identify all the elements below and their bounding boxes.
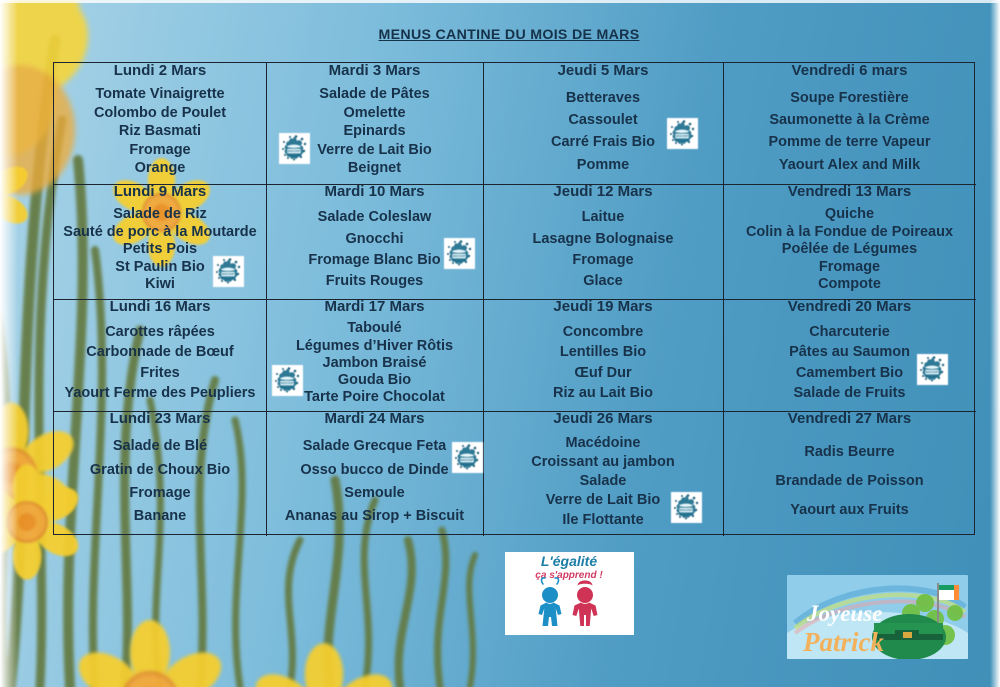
svg-text:BIOCOOP: BIOCOOP [926, 370, 939, 374]
svg-text:L'égalité: L'égalité [541, 553, 597, 569]
svg-text:BIOCOOP: BIOCOOP [281, 381, 294, 385]
svg-text:BIOCOOP: BIOCOOP [222, 272, 235, 276]
svg-text:ça s'apprend !: ça s'apprend ! [535, 570, 603, 581]
svg-text:BIOCOOP: BIOCOOP [676, 134, 689, 138]
svg-text:BIOCOOP: BIOCOOP [461, 458, 474, 462]
svg-text:BIOCOOP: BIOCOOP [680, 508, 693, 512]
svg-text:BIOCOOP: BIOCOOP [453, 254, 466, 258]
svg-text:Patrick: Patrick [802, 627, 884, 657]
svg-text:Joyeuse: Joyeuse [806, 601, 882, 626]
svg-text:BIOCOOP: BIOCOOP [288, 149, 301, 153]
